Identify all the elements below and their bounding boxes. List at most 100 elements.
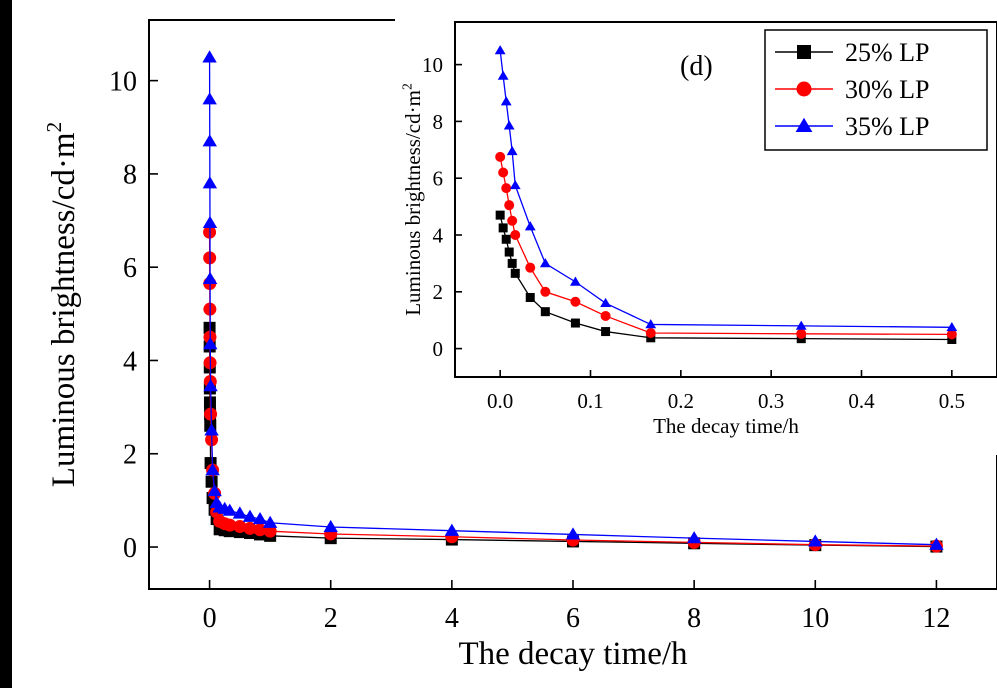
legend: 25% LP 30% LP 35% LP <box>764 29 988 151</box>
inset-x-tick-label: 0.3 <box>758 389 784 413</box>
inset-x-tick-label: 0.0 <box>487 389 513 413</box>
inset-y-tick-label: 10 <box>422 53 443 77</box>
main-data-point <box>252 511 268 525</box>
main-data-point <box>243 521 257 535</box>
main-data-point <box>808 534 823 547</box>
main-data-point <box>203 379 218 392</box>
inset-axes-frame <box>454 21 997 378</box>
main-data-point <box>223 518 237 532</box>
main-y-axis-label-superscript: 2 <box>42 122 66 133</box>
inset-data-point <box>600 297 611 308</box>
legend-marker <box>796 81 812 97</box>
main-data-point <box>202 134 217 147</box>
main-data-point <box>222 503 237 516</box>
main-y-tick-label: 8 <box>123 160 137 191</box>
inset-x-axis-label: The decay time/h <box>653 414 799 438</box>
inset-panel-annotation: (d) <box>680 51 713 82</box>
main-data-point <box>202 271 218 284</box>
inset-x-tick-label: 0.5 <box>939 389 965 413</box>
main-data-point <box>686 531 702 544</box>
main-data-point <box>204 423 219 436</box>
main-y-tick-label: 10 <box>109 66 137 97</box>
inset-data-point <box>539 258 551 268</box>
inset-data-point <box>501 234 511 244</box>
inset-data-point <box>503 120 515 130</box>
inset-data-point <box>570 318 580 328</box>
main-y-tick-label: 6 <box>123 253 137 284</box>
main-data-point <box>232 506 248 519</box>
main-y-axis-label: Luminous brightness/cd·m2 <box>42 122 82 487</box>
inset-data-point <box>504 247 514 257</box>
main-data-point <box>207 483 222 497</box>
inset-data-point <box>570 276 581 286</box>
inset-data-point <box>495 210 505 220</box>
legend-label: 30% LP <box>845 75 930 104</box>
main-data-point <box>205 475 218 488</box>
inset-data-point <box>507 258 517 268</box>
legend-label: 35% LP <box>845 112 930 141</box>
main-data-point <box>242 509 258 522</box>
legend-label: 25% LP <box>845 38 930 67</box>
main-data-point <box>263 524 277 538</box>
inset-data-point <box>946 329 957 340</box>
legend-marker <box>797 45 811 59</box>
inset-data-point <box>645 327 656 338</box>
main-data-point <box>202 176 218 189</box>
inset-data-point <box>506 145 518 156</box>
main-x-tick-label: 6 <box>566 603 580 634</box>
inset-data-point <box>540 307 550 317</box>
inset-data-point <box>570 296 581 307</box>
inset-data-point <box>500 96 512 106</box>
inset-y-tick-label: 4 <box>433 223 444 247</box>
main-y-tick-label: 0 <box>123 533 137 564</box>
inset-y-tick-label: 2 <box>433 280 444 304</box>
main-x-tick-label: 8 <box>687 603 701 634</box>
inset-y-axis-label-superscript: 2 <box>400 83 415 90</box>
main-data-point <box>202 50 217 63</box>
chart-panel: 0 2 4 6 8 10 12 0 2 4 6 8 10 The decay time/h Luminous… <box>12 0 997 688</box>
inset-x-tick-label: 0.1 <box>577 389 603 413</box>
main-data-point <box>323 519 338 533</box>
main-data-point <box>233 520 247 534</box>
inset-data-point <box>510 268 520 278</box>
main-x-tick-label: 12 <box>922 603 950 634</box>
inset-data-point <box>498 223 508 233</box>
inset-data-point <box>510 230 521 240</box>
main-x-tick-label: 4 <box>445 603 459 634</box>
main-data-point <box>929 537 944 550</box>
inset-y-tick-label: 6 <box>433 167 444 191</box>
inset-data-point <box>540 286 551 297</box>
main-data-point <box>253 523 267 537</box>
inset-x-tick-label: 0.4 <box>848 389 875 413</box>
inset-data-point <box>524 221 536 231</box>
main-plot: 0 2 4 6 8 10 12 0 2 4 6 8 10 The decay time/h Luminous… <box>42 19 997 672</box>
inset-data-point <box>525 262 536 273</box>
main-data-point <box>202 92 217 105</box>
inset-x-tick-label: 0.2 <box>668 389 694 413</box>
inset-data-point <box>495 151 506 162</box>
inset-data-point <box>601 327 611 337</box>
inset-y-tick-label: 0 <box>433 337 444 361</box>
main-data-point <box>203 337 218 350</box>
legend-marker <box>795 117 813 132</box>
inset-data-point <box>497 70 509 80</box>
inset-data-point <box>947 335 957 345</box>
main-data-point <box>444 523 460 536</box>
main-data-point <box>262 515 278 528</box>
main-x-axis-label: The decay time/h <box>458 636 688 672</box>
inset-data-point <box>498 167 509 178</box>
inset-data-point <box>507 215 518 226</box>
inset-data-point <box>600 310 611 321</box>
main-data-point <box>202 215 218 229</box>
main-data-point <box>205 463 220 476</box>
main-data-point <box>565 527 581 540</box>
inset-y-tick-label: 8 <box>433 110 444 134</box>
inset-data-point <box>504 200 515 211</box>
main-y-tick-label: 4 <box>123 346 137 377</box>
inset-data-point <box>645 319 657 329</box>
inset-y-axis-label: Luminous brightness/cd·m2 <box>400 83 425 316</box>
inset-series-35-lp <box>494 45 958 332</box>
inset-data-point <box>525 292 535 302</box>
main-x-tick-label: 2 <box>324 603 338 634</box>
inset-data-point <box>946 321 958 332</box>
